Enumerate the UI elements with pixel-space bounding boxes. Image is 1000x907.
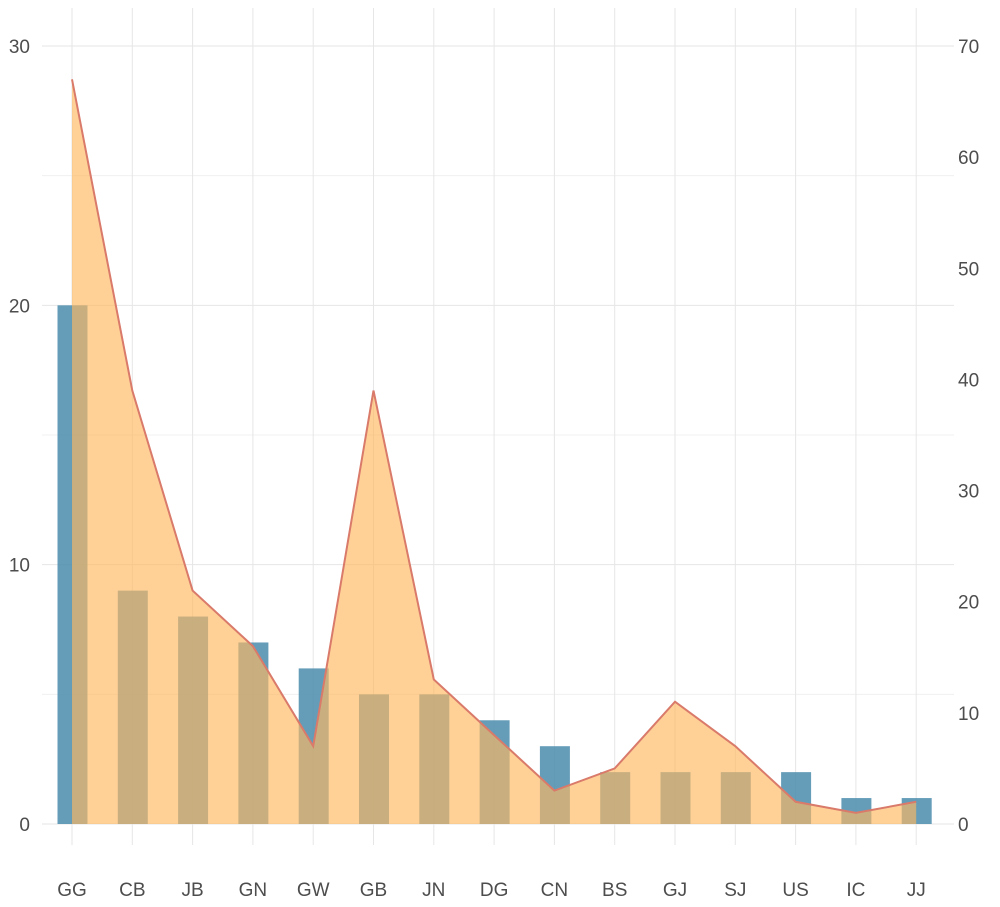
y-left-tick-label: 0	[19, 815, 30, 836]
area-line	[71, 79, 917, 814]
x-tick-label-US: US	[782, 880, 808, 901]
x-axis: GG CB JB GN GW GB JN DG CN BS GJ SJ US IC JJ	[57, 880, 925, 901]
x-tick-label-GJ: GJ	[663, 880, 687, 901]
y-right-tick-label: 40	[958, 370, 979, 391]
x-tick-label-GG: GG	[57, 880, 87, 901]
x-tick-label-DG: DG	[480, 880, 509, 901]
right-y-axis: 0 10 20 30 40 50 60 70	[958, 37, 979, 836]
x-tick-label-BS: BS	[602, 880, 627, 901]
x-tick-label-JB: JB	[182, 880, 204, 901]
y-left-tick-label: 30	[9, 37, 30, 58]
y-right-tick-label: 50	[958, 259, 979, 280]
x-tick-label-SJ: SJ	[724, 880, 746, 901]
area-series	[71, 79, 917, 825]
x-tick-label-JN: JN	[422, 880, 445, 901]
x-tick-label-CB: CB	[119, 880, 145, 901]
x-tick-label-GB: GB	[360, 880, 387, 901]
y-right-tick-label: 70	[958, 37, 979, 58]
x-tick-label-CN: CN	[541, 880, 568, 901]
left-y-axis: 0 10 20 30	[9, 37, 30, 836]
area-fill	[72, 79, 917, 825]
y-right-tick-label: 0	[958, 815, 969, 836]
y-right-tick-label: 10	[958, 704, 979, 725]
x-tick-label-GN: GN	[239, 880, 268, 901]
y-right-tick-label: 20	[958, 593, 979, 614]
y-left-tick-label: 20	[9, 296, 30, 317]
y-right-tick-label: 60	[958, 148, 979, 169]
x-tick-label-JJ: JJ	[907, 880, 926, 901]
x-tick-label-IC: IC	[846, 880, 865, 901]
x-tick-label-GW: GW	[297, 880, 330, 901]
y-right-tick-label: 30	[958, 482, 979, 503]
y-left-tick-label: 10	[9, 556, 30, 577]
